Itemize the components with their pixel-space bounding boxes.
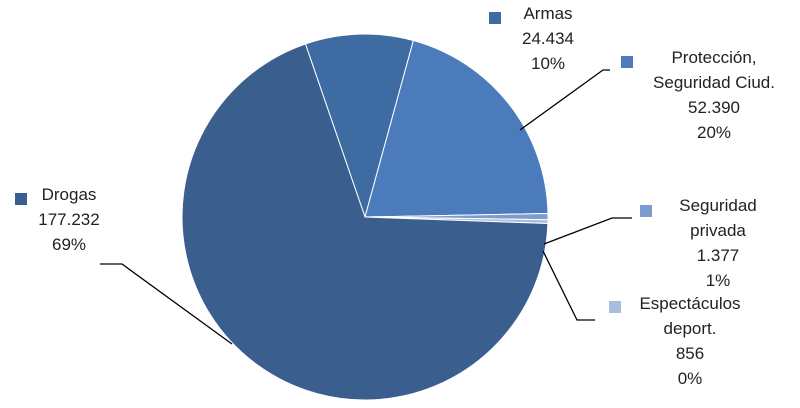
data-label-line: Seguridad Ciud. [653,73,775,92]
pie-slice-5 [181,43,549,401]
leader-line-4 [542,250,595,321]
data-label-3: Seguridad privada 1.377 1% [679,196,757,290]
pie-slice-1 [304,33,414,219]
data-label-line: 69% [52,235,86,254]
leader-lines [100,69,632,345]
legend-marker-2 [621,56,633,68]
data-label-line: Seguridad [679,196,757,215]
legend-marker-4 [609,301,621,313]
data-label-line: 24.434 [522,29,574,48]
pie-slice-2 [364,39,549,218]
data-label-1: Armas 24.434 10% [522,4,574,73]
data-label-line: Protección, [671,48,756,67]
data-label-2: Protección, Seguridad Ciud. 52.390 20% [653,48,775,142]
data-label-line: privada [690,221,746,240]
slice-labels: Armas 24.434 10% Protección, Seguridad Ciud.… [15,4,775,388]
data-label-line: 52.390 [688,98,740,117]
pie-slices [181,33,549,401]
data-label-line: 1% [706,271,731,290]
data-label-line: deport. [664,319,717,338]
leader-line-2 [519,69,610,131]
legend-marker-1 [489,12,501,24]
data-label-line: 177.232 [38,210,99,229]
data-label-line: Drogas [42,185,97,204]
data-label-5: Drogas 177.232 69% [38,185,99,254]
data-label-4: Espectáculos deport. 856 0% [639,294,740,388]
leader-line-5 [100,263,233,345]
leader-line-3 [543,217,632,245]
legend-marker-3 [640,205,652,217]
legend-marker-5 [15,193,27,205]
data-label-line: Armas [523,4,572,23]
data-label-line: 10% [531,54,565,73]
data-label-line: Espectáculos [639,294,740,313]
data-label-line: 856 [676,344,704,363]
data-label-line: 0% [678,369,703,388]
data-label-line: 20% [697,123,731,142]
data-label-line: 1.377 [697,246,740,265]
